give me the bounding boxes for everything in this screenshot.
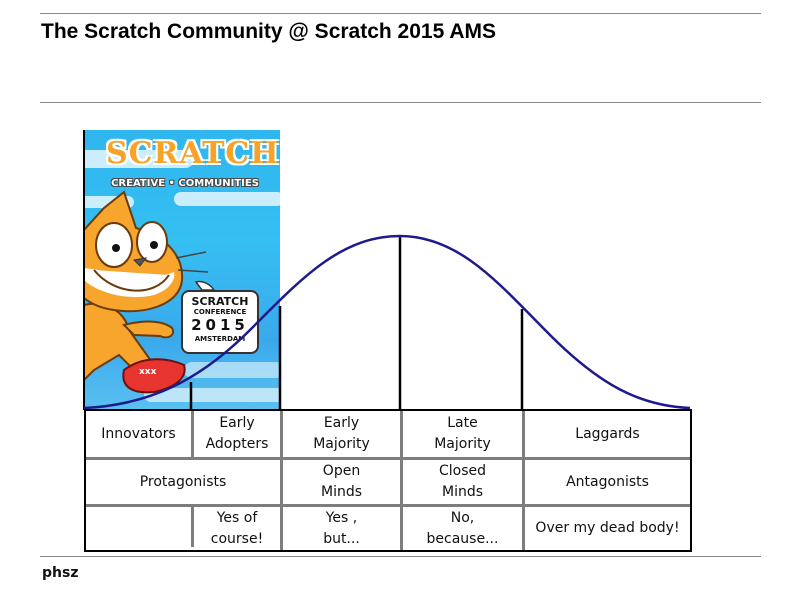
bell-curve-line — [83, 234, 691, 410]
cloud-shape — [84, 150, 194, 168]
cell-open-minds: Open Minds — [320, 463, 363, 500]
slide-title: The Scratch Community @ Scratch 2015 AMS — [41, 20, 496, 43]
adoption-table: Innovators Early Adopters Early Majority… — [84, 409, 692, 552]
col-divider — [400, 411, 403, 550]
cell-yes-but: Yes , but... — [323, 509, 360, 547]
scratch-logo: SCRATCH — [106, 136, 280, 171]
shoe-mark: xxx — [139, 367, 157, 377]
badge-line-1: SCRATCH — [191, 295, 249, 308]
cell-early-majority: Early Majority — [313, 415, 370, 452]
cell-laggards: Laggards — [575, 425, 640, 442]
cell-innovators: Innovators — [101, 425, 176, 442]
title-divider — [40, 102, 761, 103]
cell-empty — [86, 507, 191, 550]
badge-line-2: CONFERENCE — [193, 308, 247, 316]
cell-yes-of-course: Yes of course! — [210, 509, 264, 547]
poster-tagline: CREATIVE • COMMUNITIES — [111, 178, 259, 189]
top-divider — [40, 13, 761, 14]
badge-line-4: AMSTERDAM — [194, 335, 246, 343]
col-divider — [280, 411, 283, 550]
cell-antagonists: Antagonists — [566, 473, 649, 490]
row-divider — [86, 457, 690, 460]
cloud-shape — [174, 192, 280, 206]
cell-early-adopters: Early Adopters — [205, 415, 269, 452]
col-divider — [191, 411, 194, 457]
cell-late-majority: Late Majority — [434, 415, 491, 452]
cell-no-because: No, because... — [426, 509, 499, 547]
conference-badge: SCRATCH CONFERENCE 2015 AMSTERDAM — [181, 290, 259, 354]
badge-line-3: 2015 — [191, 316, 249, 334]
footer-divider — [40, 556, 761, 557]
cell-protagonists: Protagonists — [139, 473, 227, 490]
cell-over-my-dead-body: Over my dead body! — [535, 520, 680, 536]
row-divider — [86, 504, 690, 507]
col-divider — [191, 507, 194, 547]
footer-label: phsz — [42, 565, 79, 581]
cell-closed-minds: Closed Minds — [438, 463, 487, 500]
scratch-cat-icon: xxx — [84, 190, 216, 394]
col-divider — [522, 411, 525, 550]
cloud-shape — [144, 388, 280, 402]
scratch-conference-poster-image: xxx SCRATCH CREATIVE • COMMUNITIES SCRAT… — [84, 130, 280, 410]
